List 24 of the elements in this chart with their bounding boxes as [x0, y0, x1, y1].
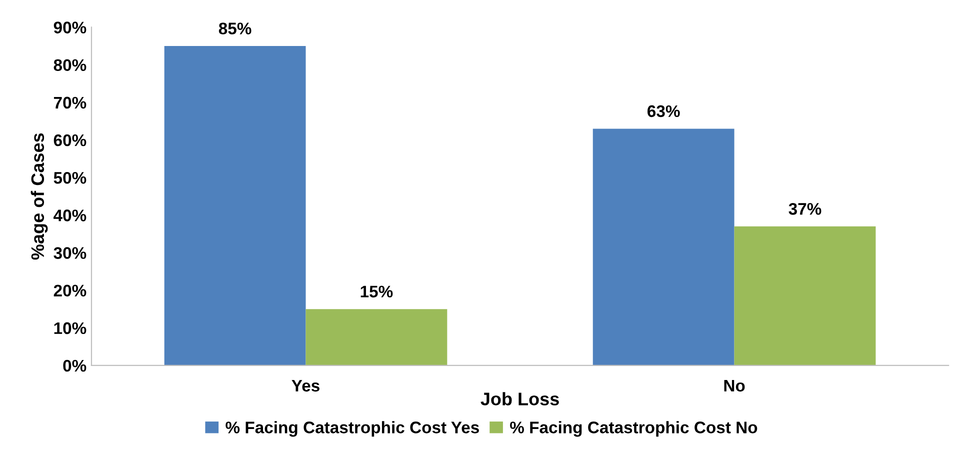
- y-tick-label: 30%: [54, 247, 86, 259]
- x-axis-title: Job Loss: [480, 392, 559, 406]
- bar: [592, 128, 734, 366]
- x-tick-label: No: [724, 380, 745, 392]
- y-tick-label: 40%: [54, 210, 86, 222]
- x-tick-label: Yes: [292, 380, 320, 392]
- y-tick-label: 70%: [54, 96, 86, 109]
- bar: [734, 226, 876, 366]
- legend-label: % Facing Catastrophic Cost Yes: [226, 421, 479, 437]
- y-tick-label: 10%: [54, 322, 86, 334]
- y-tick-label: 0%: [63, 360, 86, 372]
- data-label: 63%: [648, 105, 680, 118]
- y-tick-label: 60%: [54, 134, 86, 146]
- data-label: 37%: [788, 202, 822, 215]
- legend-label: % Facing Catastrophic Cost No: [510, 421, 758, 437]
- data-label: 85%: [218, 22, 252, 34]
- bar: [306, 309, 448, 366]
- y-tick-label: 20%: [54, 284, 86, 297]
- y-axis-title: %age of Cases: [30, 133, 48, 260]
- data-label: 15%: [360, 286, 393, 298]
- y-tick-label: 50%: [54, 172, 86, 184]
- y-tick-label: 90%: [54, 22, 86, 34]
- y-tick-label: 80%: [54, 59, 86, 72]
- bar: [164, 46, 306, 366]
